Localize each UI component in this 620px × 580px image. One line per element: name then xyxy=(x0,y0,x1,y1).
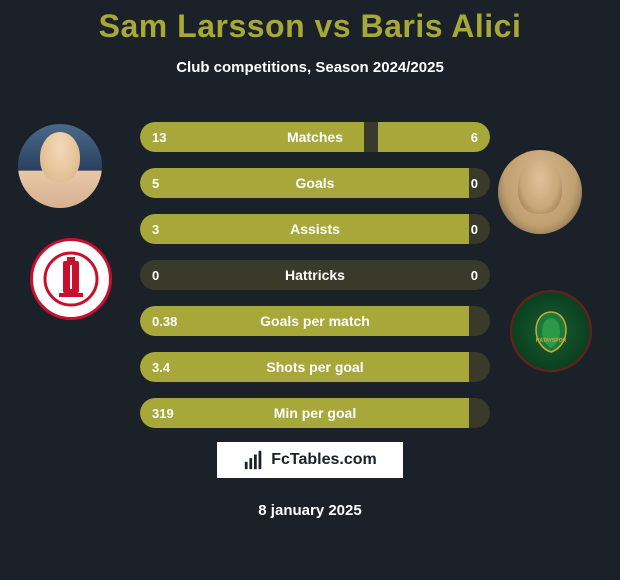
stat-row: 5Goals0 xyxy=(140,168,490,198)
stat-label: Assists xyxy=(140,221,490,237)
stat-label: Goals per match xyxy=(140,313,490,329)
chart-icon xyxy=(243,449,265,471)
player-right-avatar xyxy=(498,150,582,234)
stat-label: Min per goal xyxy=(140,405,490,421)
stat-label: Shots per goal xyxy=(140,359,490,375)
subtitle: Club competitions, Season 2024/2025 xyxy=(0,59,620,76)
stat-row: 319Min per goal xyxy=(140,398,490,428)
stat-row: 0Hattricks0 xyxy=(140,260,490,290)
stat-value-right: 0 xyxy=(471,176,478,191)
svg-text:HATAYSPOR: HATAYSPOR xyxy=(536,338,567,344)
footer-brand-badge: FcTables.com xyxy=(215,440,405,480)
club-left-logo xyxy=(30,238,112,320)
stat-value-right: 0 xyxy=(471,222,478,237)
stat-value-right: 6 xyxy=(471,130,478,145)
stat-row: 3.4Shots per goal xyxy=(140,352,490,382)
stat-row: 0.38Goals per match xyxy=(140,306,490,336)
page-title: Sam Larsson vs Baris Alici xyxy=(0,8,620,45)
stat-row: 3Assists0 xyxy=(140,214,490,244)
stat-row: 13Matches6 xyxy=(140,122,490,152)
stat-label: Matches xyxy=(140,129,490,145)
date-text: 8 january 2025 xyxy=(0,502,620,519)
stat-label: Goals xyxy=(140,175,490,191)
player-left-avatar xyxy=(18,124,102,208)
footer-brand-text: FcTables.com xyxy=(271,451,377,469)
stats-container: 13Matches65Goals03Assists00Hattricks00.3… xyxy=(140,122,490,444)
stat-label: Hattricks xyxy=(140,267,490,283)
stat-value-right: 0 xyxy=(471,268,478,283)
club-right-logo: HATAYSPOR xyxy=(510,290,592,372)
